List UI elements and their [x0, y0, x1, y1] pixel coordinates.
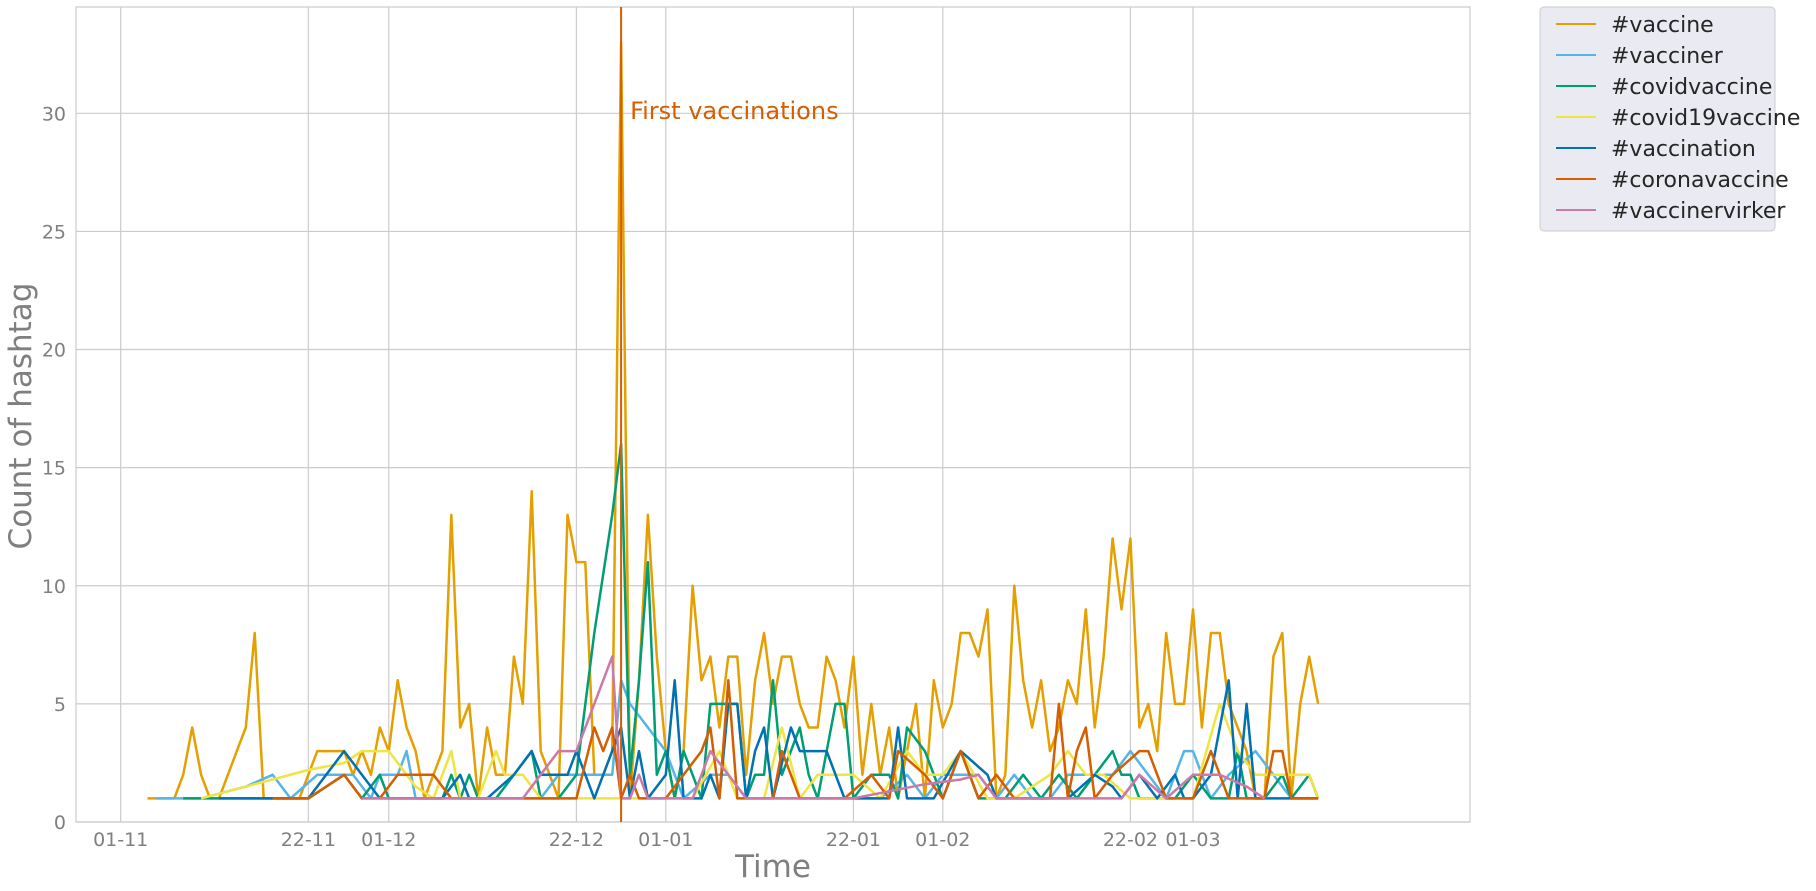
x-tick-label-7: 22-02 [1103, 829, 1158, 851]
y-tick-label-3: 15 [42, 458, 66, 480]
x-axis-title: Time [734, 849, 811, 885]
y-axis-title: Count of hashtag [3, 283, 39, 550]
y-tick-label-5: 25 [42, 221, 66, 243]
y-tick-label-1: 5 [54, 694, 66, 716]
legend-box [1539, 6, 1776, 232]
series-layer [147, 41, 1320, 800]
y-tick-label-4: 20 [42, 340, 66, 362]
series-line-vaccine [147, 41, 1320, 800]
grid-lines [76, 7, 1470, 823]
legend-label-vaccinervirker: #vaccinervirker [1611, 199, 1786, 224]
series-line-vaccinervirker [361, 655, 1266, 800]
legend-label-vacciner: #vacciner [1611, 44, 1724, 69]
plot-frame [75, 6, 1471, 823]
y-tick-label-0: 0 [54, 812, 66, 834]
legend-label-vaccination: #vaccination [1611, 137, 1756, 162]
x-tick-label-0: 01-11 [93, 829, 148, 851]
legend-label-covidvaccine: #covidvaccine [1611, 75, 1772, 100]
x-tick-label-8: 01-03 [1165, 829, 1220, 851]
y-tick-label-2: 10 [42, 576, 66, 598]
x-tick-label-2: 01-12 [361, 829, 416, 851]
x-tick-label-6: 01-02 [915, 829, 970, 851]
x-tick-label-3: 22-12 [549, 829, 604, 851]
y-tick-labels: 0 5 10 15 20 25 30 [42, 103, 66, 834]
legend: #vaccine #vacciner #covidvaccine #covid19va… [1539, 6, 1800, 232]
legend-label-covid19vaccine: #covid19vaccine [1611, 106, 1800, 131]
annotation-label: First vaccinations [630, 97, 839, 125]
annotation-layer: First vaccinations [620, 7, 839, 822]
x-tick-label-4: 01-01 [638, 829, 693, 851]
x-tick-labels: 01-11 22-11 01-12 22-12 01-01 22-01 01-02 22-02… [93, 829, 1221, 851]
series-line-covidvaccine [183, 442, 1320, 800]
x-tick-label-5: 22-01 [826, 829, 881, 851]
legend-label-coronavaccine: #coronavaccine [1611, 168, 1789, 193]
legend-label-vaccine: #vaccine [1611, 13, 1714, 38]
y-tick-label-6: 30 [42, 103, 66, 125]
x-tick-label-1: 22-11 [281, 829, 336, 851]
